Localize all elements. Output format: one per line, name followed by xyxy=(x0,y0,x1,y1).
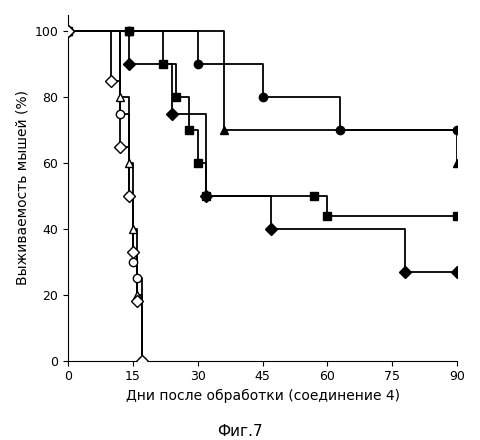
Y-axis label: Выживаемость мышей (%): Выживаемость мышей (%) xyxy=(15,90,29,285)
X-axis label: Дни после обработки (соединение 4): Дни после обработки (соединение 4) xyxy=(126,389,400,403)
Text: Фиг.7: Фиг.7 xyxy=(217,424,263,439)
